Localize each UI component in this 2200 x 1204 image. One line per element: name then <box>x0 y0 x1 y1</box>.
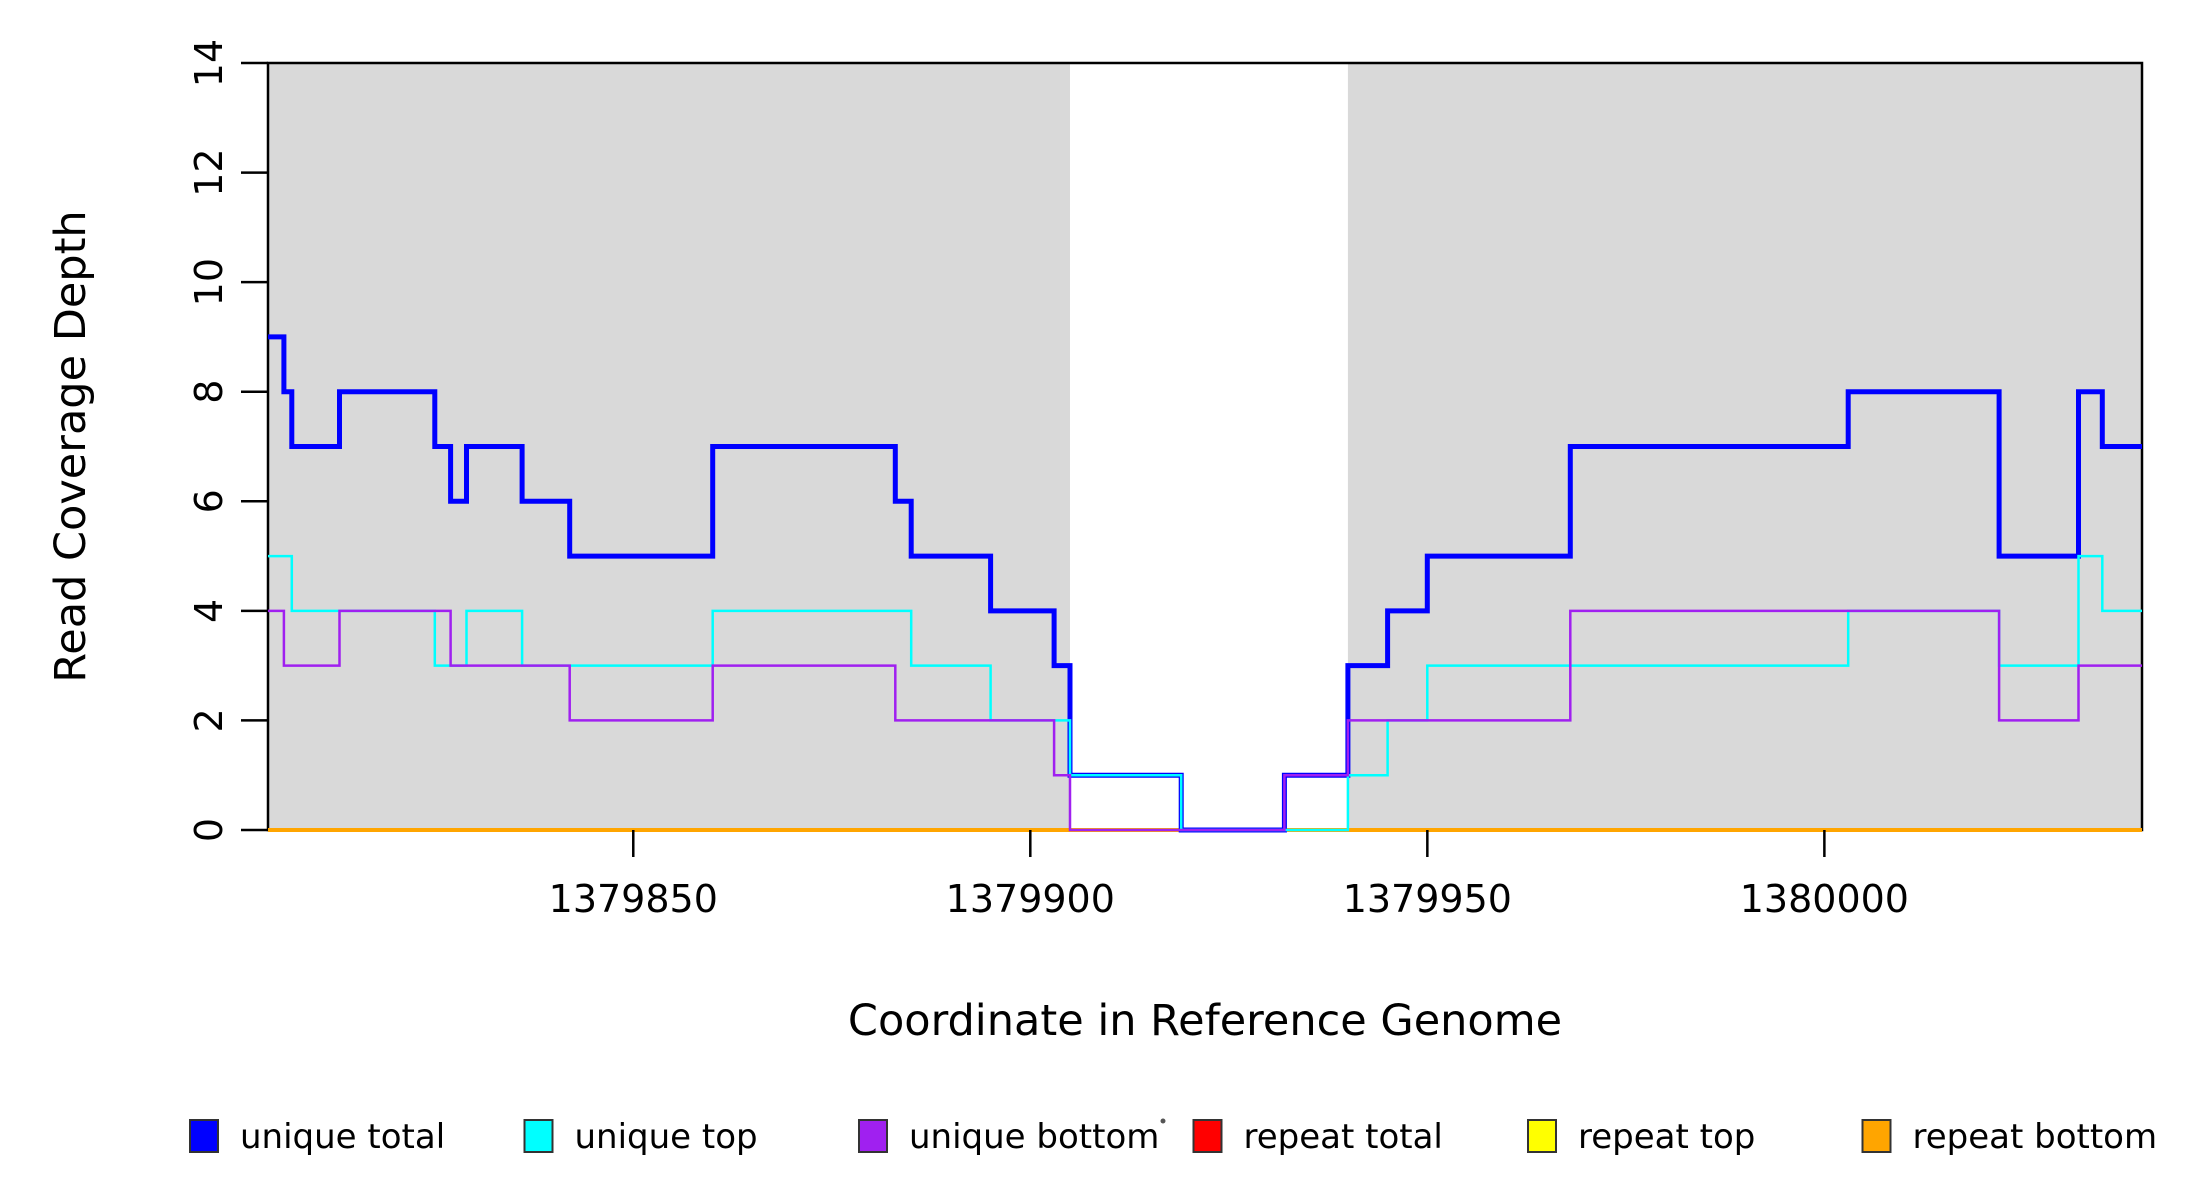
y-tick-label-6: 6 <box>187 489 231 513</box>
legend-swatch-unique-total <box>189 1119 219 1153</box>
stray-dot <box>1160 1118 1166 1124</box>
axis-titles-group: Coordinate in Reference Genome Read Cover… <box>46 210 1562 1046</box>
legend-swatch-repeat-top <box>1527 1119 1557 1153</box>
x-tick-label-1379900: 1379900 <box>946 877 1115 921</box>
legend-swatch-unique-top <box>523 1119 554 1153</box>
legend-item-repeat-top: repeat top <box>1527 1117 1755 1157</box>
y-tick-label-8: 8 <box>187 380 231 404</box>
y-tick-label-10: 10 <box>187 258 231 306</box>
legend-item-repeat-bottom: repeat bottom <box>1861 1117 2158 1157</box>
x-axis-title: Coordinate in Reference Genome <box>848 996 1562 1046</box>
x-tick-label-1379950: 1379950 <box>1343 877 1512 921</box>
legend-label-repeat-top: repeat top <box>1578 1117 1755 1157</box>
series-line-unique-total <box>268 334 2142 833</box>
shaded-region-0 <box>268 63 1071 830</box>
series-lines-group <box>268 334 2142 833</box>
y-tick-label-2: 2 <box>187 708 231 732</box>
legend-label-unique-bottom: unique bottom <box>909 1117 1159 1157</box>
legend-group: unique total unique top unique bottom repea… <box>189 1117 2158 1157</box>
legend-label-unique-top: unique top <box>575 1117 758 1157</box>
series-line-unique-bottom <box>268 609 2142 832</box>
legend-swatch-repeat-bottom <box>1861 1119 1892 1153</box>
legend-label-unique-total: unique total <box>240 1117 445 1157</box>
y-tick-label-4: 4 <box>187 599 231 623</box>
legend-item-unique-top: unique top <box>523 1117 758 1157</box>
legend-item-unique-bottom: unique bottom <box>858 1117 1159 1157</box>
shaded-regions-group <box>268 63 2142 830</box>
axes-group: 1379850 1379900 1379950 1380000 0 2 4 6 8 10 12 14 <box>187 39 1909 921</box>
y-tick-label-14: 14 <box>187 39 231 87</box>
y-tick-label-0: 0 <box>187 818 231 842</box>
legend-swatch-repeat-total <box>1192 1119 1223 1153</box>
legend-label-repeat-total: repeat total <box>1244 1117 1443 1157</box>
x-tick-label-1379850: 1379850 <box>549 877 718 921</box>
legend-label-repeat-bottom: repeat bottom <box>1913 1117 2158 1157</box>
y-axis-title: Read Coverage Depth <box>46 210 96 682</box>
legend-item-unique-total: unique total <box>189 1117 445 1157</box>
legend-swatch-unique-bottom <box>858 1119 888 1153</box>
x-tick-label-1380000: 1380000 <box>1740 877 1909 921</box>
legend-item-repeat-total: repeat total <box>1192 1117 1443 1157</box>
y-tick-label-12: 12 <box>187 148 231 196</box>
